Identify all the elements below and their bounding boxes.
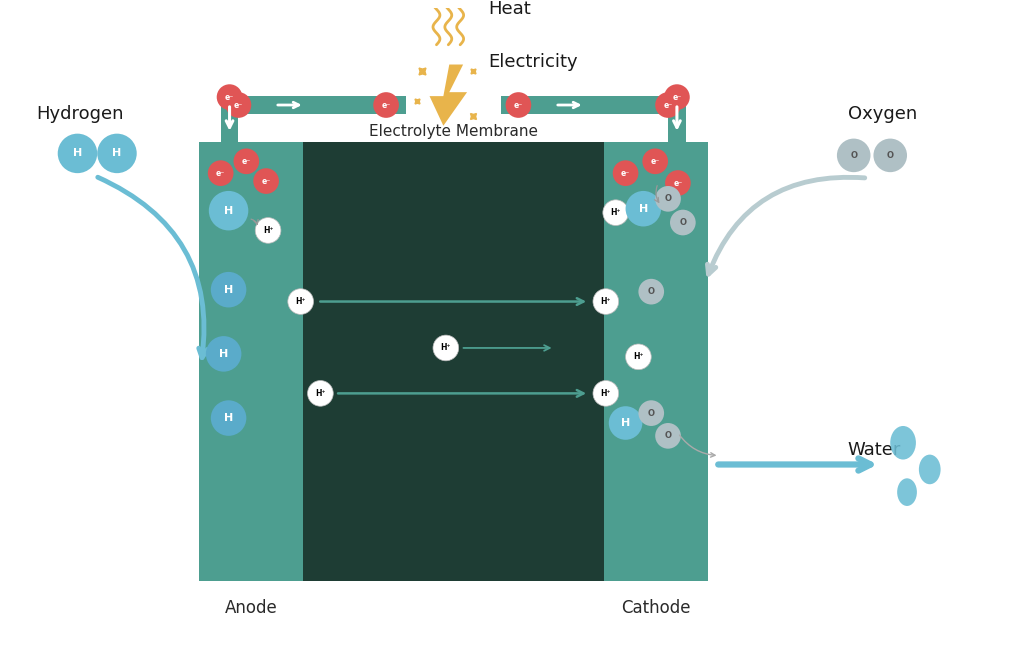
Text: H: H — [224, 206, 233, 216]
Text: e⁻: e⁻ — [514, 101, 523, 109]
Text: e⁻: e⁻ — [242, 157, 251, 166]
Text: H⁺: H⁺ — [633, 352, 644, 361]
Circle shape — [225, 92, 251, 118]
Circle shape — [642, 148, 668, 174]
Circle shape — [211, 272, 247, 307]
Text: Electrolyte Membrane: Electrolyte Membrane — [369, 124, 538, 139]
Text: O: O — [679, 218, 686, 227]
Text: e⁻: e⁻ — [233, 101, 243, 109]
Text: Heat: Heat — [487, 0, 530, 19]
Text: O: O — [665, 432, 672, 440]
Text: e⁻: e⁻ — [382, 101, 391, 109]
Circle shape — [665, 170, 691, 196]
Circle shape — [253, 168, 279, 194]
Circle shape — [506, 92, 531, 118]
Text: Hydrogen: Hydrogen — [36, 105, 124, 123]
Circle shape — [217, 84, 243, 110]
Text: e⁻: e⁻ — [650, 157, 659, 166]
Text: H⁺: H⁺ — [610, 208, 621, 217]
Text: O: O — [648, 408, 654, 418]
Text: H: H — [73, 148, 82, 158]
Text: H: H — [219, 349, 228, 359]
Text: H: H — [224, 413, 233, 423]
Text: H⁺: H⁺ — [263, 226, 273, 235]
FancyBboxPatch shape — [220, 96, 406, 114]
Text: e⁻: e⁻ — [621, 169, 630, 177]
Circle shape — [612, 160, 638, 186]
Circle shape — [655, 423, 681, 449]
Circle shape — [837, 138, 870, 172]
Text: H⁺: H⁺ — [600, 389, 611, 398]
Text: e⁻: e⁻ — [216, 169, 225, 177]
Text: O: O — [887, 151, 894, 160]
Circle shape — [208, 160, 233, 186]
Circle shape — [433, 335, 459, 361]
Circle shape — [206, 336, 242, 371]
Text: H: H — [113, 148, 122, 158]
Circle shape — [638, 401, 665, 426]
Circle shape — [638, 279, 665, 305]
Circle shape — [609, 406, 642, 440]
Ellipse shape — [890, 426, 915, 459]
Circle shape — [211, 401, 247, 436]
Circle shape — [97, 134, 137, 173]
Text: H: H — [224, 285, 233, 295]
FancyBboxPatch shape — [668, 96, 686, 142]
Circle shape — [670, 210, 695, 236]
Text: e⁻: e⁻ — [673, 93, 682, 101]
Circle shape — [603, 200, 629, 226]
Circle shape — [307, 381, 333, 406]
Circle shape — [593, 381, 618, 406]
Polygon shape — [429, 64, 467, 126]
Circle shape — [665, 84, 690, 110]
Circle shape — [57, 134, 97, 173]
Circle shape — [255, 218, 281, 243]
Text: H⁺: H⁺ — [600, 297, 611, 306]
Circle shape — [626, 344, 651, 369]
Circle shape — [655, 186, 681, 212]
Ellipse shape — [897, 479, 916, 506]
FancyBboxPatch shape — [303, 142, 604, 581]
Text: H: H — [621, 418, 630, 428]
Text: H⁺: H⁺ — [295, 297, 306, 306]
Text: Anode: Anode — [224, 599, 278, 617]
FancyBboxPatch shape — [220, 96, 239, 142]
Circle shape — [655, 92, 681, 118]
FancyBboxPatch shape — [501, 96, 686, 114]
Text: Oxygen: Oxygen — [848, 105, 918, 123]
Text: H⁺: H⁺ — [440, 344, 452, 352]
Text: e⁻: e⁻ — [225, 93, 234, 101]
Ellipse shape — [919, 455, 941, 484]
FancyBboxPatch shape — [604, 142, 708, 581]
Text: e⁻: e⁻ — [664, 101, 673, 109]
Circle shape — [209, 191, 248, 230]
Circle shape — [373, 92, 399, 118]
Circle shape — [873, 138, 907, 172]
FancyBboxPatch shape — [199, 142, 303, 581]
Circle shape — [593, 289, 618, 314]
Text: Cathode: Cathode — [621, 599, 690, 617]
Text: O: O — [665, 195, 672, 203]
Text: e⁻: e⁻ — [261, 177, 270, 185]
Text: H: H — [639, 204, 648, 214]
Text: e⁻: e⁻ — [674, 179, 683, 187]
Circle shape — [288, 289, 313, 314]
Text: O: O — [648, 287, 654, 296]
Text: Electricity: Electricity — [487, 52, 578, 71]
Circle shape — [233, 148, 259, 174]
Text: H⁺: H⁺ — [315, 389, 326, 398]
Circle shape — [626, 191, 662, 226]
Text: Water: Water — [848, 441, 901, 459]
Text: O: O — [850, 151, 857, 160]
